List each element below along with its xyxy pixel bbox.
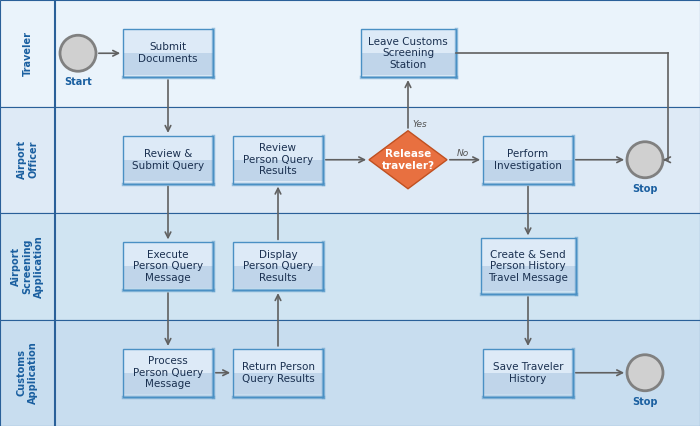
Bar — [123, 136, 213, 162]
Text: Process
Person Query
Message: Process Person Query Message — [133, 356, 203, 389]
Text: No: No — [457, 149, 469, 158]
Bar — [480, 238, 575, 269]
Text: Review
Person Query
Results: Review Person Query Results — [243, 143, 313, 176]
Text: Stop: Stop — [632, 397, 658, 407]
Polygon shape — [369, 131, 447, 189]
Bar — [123, 53, 213, 75]
Bar — [233, 373, 323, 394]
Bar — [483, 136, 573, 184]
Text: Return Person
Query Results: Return Person Query Results — [241, 362, 314, 383]
Bar — [233, 349, 323, 375]
Bar — [360, 29, 456, 77]
Bar — [480, 266, 575, 291]
Bar — [483, 349, 573, 397]
Text: Display
Person Query
Results: Display Person Query Results — [243, 250, 313, 283]
Text: Customs
Application: Customs Application — [17, 341, 38, 404]
Bar — [483, 136, 573, 162]
Bar — [123, 373, 213, 394]
Bar — [233, 136, 323, 184]
Bar — [233, 266, 323, 288]
Text: Save Traveler
History: Save Traveler History — [493, 362, 564, 383]
Circle shape — [627, 142, 663, 178]
Bar — [123, 29, 213, 56]
Text: Traveler: Traveler — [22, 31, 32, 76]
Circle shape — [60, 35, 96, 71]
Bar — [0, 106, 700, 213]
Bar — [480, 238, 575, 294]
Text: Start: Start — [64, 77, 92, 87]
Bar — [483, 373, 573, 394]
Bar — [123, 242, 213, 290]
Text: Release
traveler?: Release traveler? — [382, 149, 435, 170]
Bar — [483, 160, 573, 181]
Text: Create & Send
Person History
Travel Message: Create & Send Person History Travel Mess… — [488, 250, 568, 283]
Text: Airport
Screening
Application: Airport Screening Application — [11, 235, 44, 298]
Bar — [0, 320, 700, 426]
Bar — [123, 266, 213, 288]
Bar — [123, 29, 213, 77]
Text: Execute
Person Query
Message: Execute Person Query Message — [133, 250, 203, 283]
Bar — [233, 160, 323, 181]
Text: Yes: Yes — [412, 120, 428, 129]
Bar — [483, 349, 573, 375]
Bar — [123, 349, 213, 375]
Bar — [123, 349, 213, 397]
Bar — [233, 136, 323, 162]
Bar — [233, 242, 323, 269]
Bar — [123, 160, 213, 181]
Bar — [360, 53, 456, 75]
Bar — [233, 349, 323, 397]
Text: Perform
Investigation: Perform Investigation — [494, 149, 562, 170]
Bar — [123, 242, 213, 269]
Bar — [0, 213, 700, 320]
Circle shape — [627, 355, 663, 391]
Text: Stop: Stop — [632, 184, 658, 194]
Bar — [0, 0, 700, 106]
Text: Review &
Submit Query: Review & Submit Query — [132, 149, 204, 170]
Bar — [360, 29, 456, 56]
Bar — [233, 242, 323, 290]
Text: Leave Customs
Screening
Station: Leave Customs Screening Station — [368, 37, 448, 70]
Bar — [123, 136, 213, 184]
Text: Submit
Documents: Submit Documents — [139, 43, 197, 64]
Text: Airport
Officer: Airport Officer — [17, 140, 38, 179]
